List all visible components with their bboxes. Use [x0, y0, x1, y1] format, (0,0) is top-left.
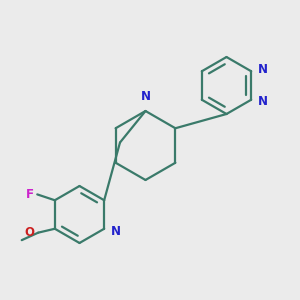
- Text: N: N: [258, 95, 268, 108]
- Text: N: N: [111, 225, 121, 238]
- Text: N: N: [258, 63, 268, 76]
- Text: N: N: [140, 91, 151, 103]
- Text: F: F: [26, 188, 34, 201]
- Text: O: O: [25, 226, 34, 239]
